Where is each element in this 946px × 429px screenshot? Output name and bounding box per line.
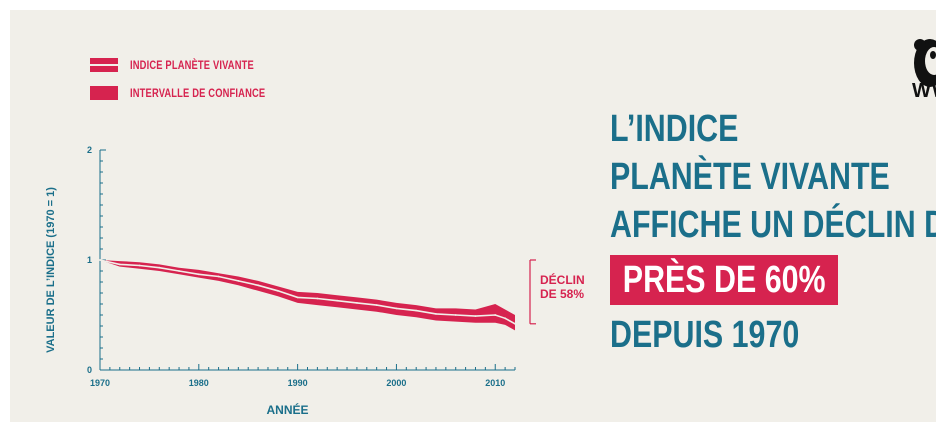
legend-item-interval: INTERVALLE DE CONFIANCE <box>90 82 304 104</box>
headline-line-1: L’INDICE <box>610 108 739 150</box>
x-tick-label: 1970 <box>90 378 110 388</box>
data-point <box>257 284 259 287</box>
data-point <box>197 273 200 276</box>
decline-annotation: DE 58% <box>540 287 584 301</box>
panda-icon <box>914 39 936 87</box>
data-point <box>474 315 477 317</box>
data-point <box>118 263 121 266</box>
headline-line-3: AFFICHE UN DÉCLIN DE <box>610 204 936 246</box>
data-point <box>415 309 418 312</box>
data-point <box>99 259 101 261</box>
x-tick-label: 2000 <box>386 378 406 388</box>
data-point <box>514 322 516 325</box>
data-point <box>395 307 398 310</box>
data-point <box>504 317 507 320</box>
data-point <box>454 314 457 316</box>
y-tick-label: 1 <box>87 255 92 265</box>
legend-swatch-index <box>90 58 118 72</box>
y-tick-label: 0 <box>87 365 92 375</box>
data-point <box>217 275 220 278</box>
chart-legend: INDICE PLANÈTE VIVANTE INTERVALLE DE CON… <box>90 54 304 110</box>
infographic-panel: INDICE PLANÈTE VIVANTE INTERVALLE DE CON… <box>10 10 936 422</box>
data-point <box>316 297 319 300</box>
x-axis-title: ANNÉE <box>266 402 308 417</box>
x-tick-label: 1980 <box>189 378 209 388</box>
decline-annotation: DÉCLIN <box>540 272 585 287</box>
data-point <box>375 304 378 306</box>
data-point <box>296 296 299 299</box>
data-point <box>435 313 437 315</box>
headline-highlight: PRÈS DE 60% <box>610 255 839 305</box>
data-point <box>356 302 358 304</box>
legend-swatch-interval <box>90 86 118 100</box>
headline: L’INDICE PLANÈTE VIVANTE AFFICHE UN DÉCL… <box>610 105 936 359</box>
data-point <box>158 266 161 269</box>
data-point <box>178 270 180 272</box>
legend-label-index: INDICE PLANÈTE VIVANTE <box>130 58 254 72</box>
confidence-interval-band <box>100 260 515 331</box>
chart-svg: 1970 1980 1990 2000 2010 0 1 2 ANNÉE VALEUR DE L’… <box>45 145 585 417</box>
y-tick-label: 2 <box>87 145 92 155</box>
y-axis-title: VALEUR DE L’INDICE (1970 = 1) <box>45 187 57 353</box>
legend-label-interval: INTERVALLE DE CONFIANCE <box>130 86 266 100</box>
data-point <box>336 299 339 302</box>
headline-line-2: PLANÈTE VIVANTE <box>610 156 890 198</box>
data-point <box>276 289 279 292</box>
logo-text: WW <box>912 80 936 102</box>
x-tick-label: 2010 <box>485 378 505 388</box>
data-point <box>237 280 240 282</box>
x-tick-label: 1990 <box>288 378 308 388</box>
legend-item-index: INDICE PLANÈTE VIVANTE <box>90 54 304 76</box>
data-point <box>138 264 141 267</box>
data-point <box>494 314 497 316</box>
headline-line-5: DEPUIS 1970 <box>610 314 800 356</box>
